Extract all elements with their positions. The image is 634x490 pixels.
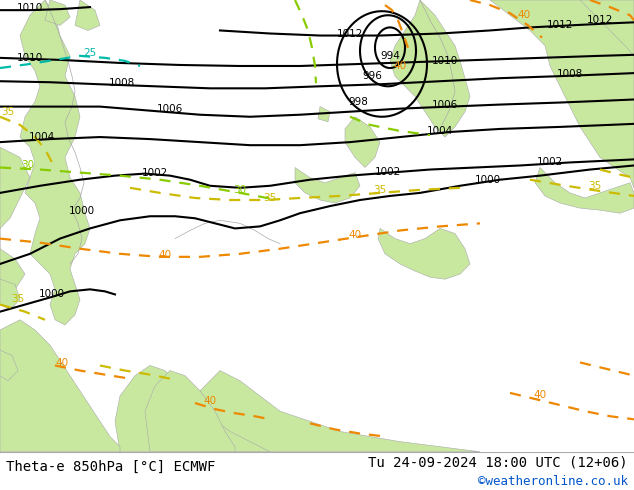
Text: 1000: 1000 — [39, 290, 65, 299]
Text: 996: 996 — [362, 71, 382, 81]
Text: 30: 30 — [233, 185, 247, 195]
Text: 40: 40 — [349, 229, 361, 240]
Text: 1006: 1006 — [432, 99, 458, 110]
Text: 40: 40 — [55, 359, 68, 368]
Text: Theta-e 850hPa [°C] ECMWF: Theta-e 850hPa [°C] ECMWF — [6, 460, 216, 474]
Text: 1006: 1006 — [157, 103, 183, 114]
Text: 40: 40 — [517, 10, 531, 20]
Text: 1010: 1010 — [17, 53, 43, 63]
Polygon shape — [535, 168, 634, 213]
Text: 1008: 1008 — [557, 69, 583, 79]
Text: 1012: 1012 — [587, 15, 613, 25]
Polygon shape — [0, 350, 18, 381]
Text: 40: 40 — [204, 396, 217, 406]
Text: 40: 40 — [533, 390, 547, 400]
Text: 35: 35 — [373, 185, 387, 195]
Text: 1000: 1000 — [475, 175, 501, 185]
Text: 1010: 1010 — [17, 3, 43, 13]
Text: 1002: 1002 — [375, 167, 401, 176]
Text: Tu 24-09-2024 18:00 UTC (12+06): Tu 24-09-2024 18:00 UTC (12+06) — [368, 456, 628, 469]
Text: 40: 40 — [394, 61, 406, 71]
Text: 1002: 1002 — [142, 168, 168, 177]
Text: 40: 40 — [158, 250, 172, 260]
Text: 1000: 1000 — [69, 206, 95, 216]
Text: 1002: 1002 — [537, 157, 563, 168]
Polygon shape — [580, 0, 634, 56]
Text: 30: 30 — [22, 161, 35, 171]
Text: 994: 994 — [380, 51, 400, 61]
Text: 1012: 1012 — [547, 21, 573, 30]
Polygon shape — [45, 0, 70, 25]
Polygon shape — [0, 147, 30, 294]
Polygon shape — [390, 0, 470, 137]
Polygon shape — [0, 279, 20, 310]
Polygon shape — [490, 0, 634, 188]
Polygon shape — [75, 0, 100, 30]
Text: 1008: 1008 — [109, 78, 135, 88]
Text: 1010: 1010 — [432, 56, 458, 66]
Text: 1012: 1012 — [337, 28, 363, 39]
Polygon shape — [345, 117, 380, 168]
Text: 35: 35 — [263, 193, 276, 203]
Polygon shape — [115, 366, 270, 452]
Polygon shape — [200, 370, 480, 452]
Text: ©weatheronline.co.uk: ©weatheronline.co.uk — [477, 475, 628, 488]
Text: 35: 35 — [588, 181, 602, 191]
Text: 1004: 1004 — [29, 132, 55, 142]
Text: 35: 35 — [1, 107, 15, 117]
Polygon shape — [378, 228, 470, 279]
Text: 35: 35 — [11, 294, 25, 304]
Polygon shape — [295, 168, 360, 203]
Text: 998: 998 — [348, 97, 368, 106]
Polygon shape — [20, 0, 90, 325]
Polygon shape — [145, 370, 235, 452]
Text: 1004: 1004 — [427, 126, 453, 136]
Polygon shape — [0, 320, 120, 452]
Polygon shape — [318, 107, 330, 122]
Text: 25: 25 — [84, 48, 96, 58]
